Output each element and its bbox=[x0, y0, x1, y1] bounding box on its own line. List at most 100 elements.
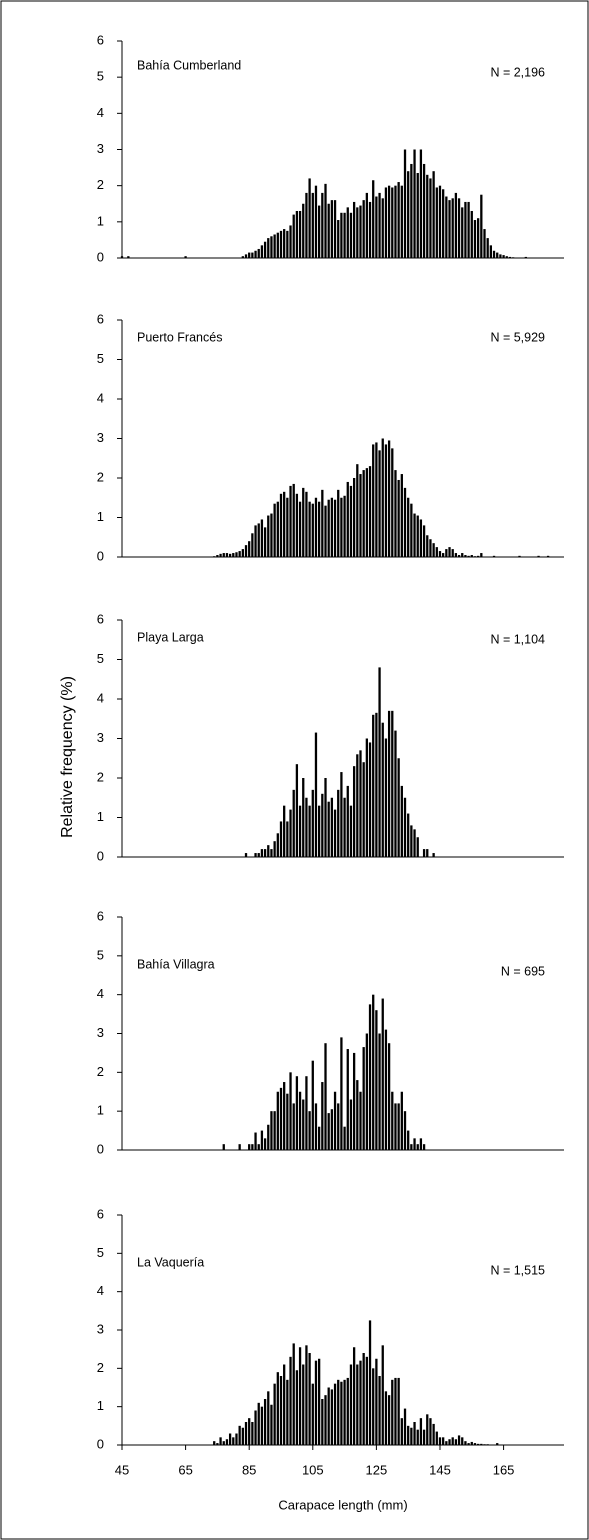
bar bbox=[352, 766, 356, 857]
bar bbox=[286, 821, 289, 857]
bar bbox=[365, 192, 368, 258]
bar bbox=[283, 1364, 286, 1445]
bar bbox=[263, 527, 267, 557]
bar bbox=[333, 809, 337, 857]
panel-title: Bahía Villagra bbox=[137, 957, 215, 971]
bar bbox=[257, 1144, 260, 1150]
bar bbox=[387, 185, 391, 258]
bar bbox=[435, 547, 438, 557]
bar bbox=[422, 1144, 426, 1150]
y-tick-label: 1 bbox=[97, 1103, 104, 1118]
bar bbox=[407, 813, 410, 857]
bar bbox=[267, 238, 270, 258]
bar bbox=[410, 825, 413, 857]
bar bbox=[318, 1358, 321, 1445]
bar bbox=[499, 254, 502, 258]
bar bbox=[372, 1368, 375, 1445]
x-tick-label: 65 bbox=[178, 1462, 192, 1477]
bar bbox=[337, 489, 340, 557]
bar bbox=[257, 853, 260, 857]
bar bbox=[432, 543, 435, 557]
bar bbox=[343, 212, 346, 258]
bar bbox=[267, 515, 270, 557]
bar bbox=[260, 1406, 264, 1445]
bar bbox=[457, 1435, 461, 1445]
bar bbox=[337, 1379, 340, 1445]
bar bbox=[442, 553, 445, 557]
bar bbox=[419, 1138, 423, 1150]
y-tick-label: 0 bbox=[97, 848, 104, 863]
bar bbox=[289, 225, 292, 258]
y-tick-label: 4 bbox=[97, 390, 104, 405]
y-tick-label: 3 bbox=[97, 730, 104, 745]
bar bbox=[476, 1443, 480, 1445]
bar bbox=[321, 489, 324, 557]
bar bbox=[445, 196, 448, 258]
bar bbox=[343, 797, 346, 857]
bar bbox=[467, 1443, 470, 1445]
bar bbox=[276, 1091, 279, 1150]
bar bbox=[283, 491, 286, 557]
bar bbox=[365, 738, 368, 857]
bar bbox=[279, 1087, 283, 1150]
bar bbox=[302, 203, 305, 258]
bar bbox=[442, 189, 445, 258]
bar bbox=[362, 200, 365, 258]
y-tick-label: 5 bbox=[97, 69, 104, 84]
bar bbox=[279, 493, 283, 557]
bar bbox=[314, 1103, 318, 1150]
bar bbox=[403, 1408, 407, 1445]
y-tick-label: 2 bbox=[97, 469, 104, 484]
bar bbox=[318, 501, 321, 557]
x-axis-label: Carapace length (mm) bbox=[278, 1497, 407, 1512]
bar bbox=[394, 470, 397, 557]
bar bbox=[228, 1433, 232, 1445]
bar bbox=[394, 1103, 397, 1150]
bar bbox=[286, 1093, 289, 1150]
bar bbox=[524, 256, 527, 258]
bar bbox=[292, 1343, 295, 1445]
bar bbox=[267, 1124, 270, 1150]
bar bbox=[298, 1091, 302, 1150]
bar bbox=[508, 256, 512, 258]
bar bbox=[394, 1377, 397, 1445]
bar bbox=[407, 1130, 410, 1150]
bar bbox=[537, 555, 540, 557]
bar bbox=[273, 234, 276, 258]
bar bbox=[244, 254, 248, 258]
bar bbox=[232, 1437, 235, 1445]
bar bbox=[248, 1418, 251, 1445]
bar bbox=[340, 1381, 343, 1445]
bar bbox=[276, 501, 279, 557]
bar bbox=[238, 1144, 241, 1150]
bar bbox=[349, 1364, 353, 1445]
bar bbox=[375, 442, 378, 557]
bar bbox=[442, 1437, 445, 1445]
bar bbox=[416, 173, 419, 258]
bar bbox=[340, 772, 343, 857]
bar bbox=[464, 555, 467, 557]
bar bbox=[340, 1037, 343, 1150]
bar bbox=[426, 535, 429, 557]
bar bbox=[359, 1091, 362, 1150]
bar bbox=[260, 519, 264, 557]
sample-size: N = 695 bbox=[501, 964, 545, 978]
bar bbox=[238, 1425, 241, 1445]
bar bbox=[321, 793, 324, 857]
bar bbox=[438, 185, 442, 258]
bar bbox=[349, 212, 353, 258]
bar bbox=[400, 1091, 403, 1150]
bar bbox=[368, 201, 372, 258]
bar bbox=[228, 553, 232, 557]
y-tick-label: 3 bbox=[97, 1025, 104, 1040]
bar bbox=[473, 220, 477, 258]
bar bbox=[378, 1033, 381, 1150]
bar bbox=[384, 187, 388, 258]
bar bbox=[400, 785, 403, 857]
y-tick-label: 1 bbox=[97, 1398, 104, 1413]
bar bbox=[435, 187, 438, 258]
bar bbox=[381, 722, 384, 857]
bar bbox=[292, 789, 295, 857]
bar bbox=[413, 829, 416, 857]
bar bbox=[311, 503, 314, 557]
